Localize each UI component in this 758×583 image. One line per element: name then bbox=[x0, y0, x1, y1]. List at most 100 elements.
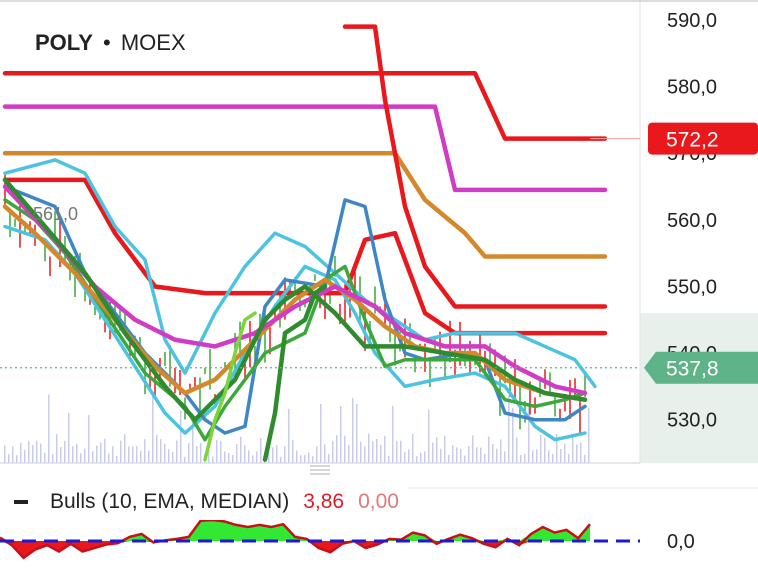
last-price-box bbox=[644, 351, 758, 384]
volume-bar bbox=[196, 446, 198, 463]
bulls-power-panel: 0,0 bbox=[0, 518, 695, 560]
series-line bbox=[3, 184, 587, 435]
series-line bbox=[2, 150, 608, 259]
volume-bar bbox=[384, 435, 386, 463]
volume-bar bbox=[32, 445, 34, 463]
last-price-marker: 537,8 bbox=[644, 351, 758, 384]
volume-bar bbox=[316, 446, 318, 463]
volume-bar bbox=[488, 436, 490, 463]
volume-bar bbox=[468, 446, 470, 463]
volume-bar bbox=[340, 405, 342, 463]
volume-bar bbox=[436, 437, 438, 463]
volume-bar bbox=[144, 439, 146, 463]
volume-bar bbox=[228, 452, 230, 463]
volume-bar bbox=[380, 444, 382, 463]
volume-bar bbox=[328, 454, 330, 463]
series-line bbox=[2, 71, 608, 141]
red-level-label: 572,2 bbox=[666, 129, 719, 152]
volume-bar bbox=[96, 445, 98, 463]
volume-bar bbox=[336, 435, 338, 463]
volume-bar bbox=[68, 412, 70, 463]
volume-bar bbox=[344, 435, 346, 463]
volume-bar bbox=[368, 433, 370, 463]
volume-bar bbox=[356, 403, 358, 463]
red-level-marker: 572,2 bbox=[648, 122, 758, 155]
volume-bar bbox=[256, 451, 258, 463]
volume-bar bbox=[412, 433, 414, 463]
volume-bar bbox=[84, 448, 86, 463]
volume-bar bbox=[308, 452, 310, 463]
volume-bar bbox=[184, 456, 186, 463]
volume-bar bbox=[40, 443, 42, 463]
volume-bar bbox=[504, 451, 506, 463]
red-level-box bbox=[648, 122, 758, 155]
volume-bar bbox=[300, 455, 302, 463]
volume-bar bbox=[152, 396, 154, 463]
axis-tick-label: 530,0 bbox=[667, 410, 717, 432]
volume-bar bbox=[60, 446, 62, 463]
indicator-value-2: 0,00 bbox=[358, 490, 399, 513]
volume-bar bbox=[388, 455, 390, 463]
axis-tick-label: 560,0 bbox=[667, 210, 717, 232]
series-line bbox=[3, 158, 597, 389]
volume-bar bbox=[156, 434, 158, 463]
volume-bar bbox=[540, 434, 542, 463]
separator-dot: • bbox=[103, 30, 111, 55]
indicator-lines bbox=[2, 24, 608, 462]
volume-bar bbox=[588, 407, 590, 463]
exchange-name: MOEX bbox=[120, 30, 186, 55]
ticker-symbol[interactable]: POLY bbox=[35, 30, 93, 55]
volume-bar bbox=[100, 442, 102, 463]
chart-header: POLY • MOEX bbox=[35, 30, 186, 56]
volume-bar bbox=[176, 440, 178, 463]
volume-bar bbox=[44, 452, 46, 463]
volume-bar bbox=[132, 446, 134, 463]
price-axis: 590,0580,0570,0560,0550,0540,0530,0572,2… bbox=[0, 10, 758, 432]
volume-bar bbox=[140, 450, 142, 463]
volume-bar bbox=[564, 443, 566, 463]
volume-bar bbox=[24, 450, 26, 463]
volume-bar bbox=[292, 439, 294, 463]
high-annotation: 561,0 bbox=[33, 204, 78, 224]
volume-bar bbox=[396, 441, 398, 463]
volume-bar bbox=[212, 456, 214, 463]
volume-bar bbox=[372, 441, 374, 463]
volume-bar bbox=[104, 438, 106, 463]
volume-bar bbox=[164, 443, 166, 463]
volume-bar bbox=[136, 446, 138, 463]
volume-bar bbox=[548, 450, 550, 463]
volume-bar bbox=[364, 446, 366, 463]
volume-bar bbox=[360, 441, 362, 463]
volume-bar bbox=[56, 434, 58, 463]
volume-bar bbox=[124, 434, 126, 463]
volume-bar bbox=[312, 456, 314, 463]
volume-bar bbox=[452, 445, 454, 463]
series-line bbox=[342, 24, 608, 309]
volume-bar bbox=[536, 449, 538, 463]
volume-bar bbox=[128, 446, 130, 463]
volume-bar bbox=[492, 444, 494, 463]
volume-bar bbox=[16, 455, 18, 463]
volume-bar bbox=[20, 442, 22, 463]
indicator-name: Bulls (10, EMA, MEDIAN) bbox=[50, 490, 290, 513]
volume-bar bbox=[416, 456, 418, 463]
volume-bar bbox=[432, 442, 434, 463]
volume-bar bbox=[160, 439, 162, 463]
volume-bar bbox=[512, 407, 514, 463]
volume-bar bbox=[556, 433, 558, 463]
indicator-legend[interactable]: Bulls (10, EMA, MEDIAN) 3,86 0,00 bbox=[0, 484, 407, 520]
volume-bar bbox=[4, 445, 6, 463]
volume-bar bbox=[576, 444, 578, 463]
volume-bar bbox=[172, 451, 174, 463]
volume-bar bbox=[456, 447, 458, 463]
volume-bar bbox=[272, 447, 274, 463]
bulls-negative-area bbox=[0, 541, 590, 558]
volume-bar bbox=[112, 446, 114, 463]
volume-bar bbox=[324, 444, 326, 463]
volume-bar bbox=[476, 447, 478, 463]
volume-bar bbox=[332, 441, 334, 463]
volume-bar bbox=[148, 450, 150, 463]
volume-bar bbox=[244, 445, 246, 463]
